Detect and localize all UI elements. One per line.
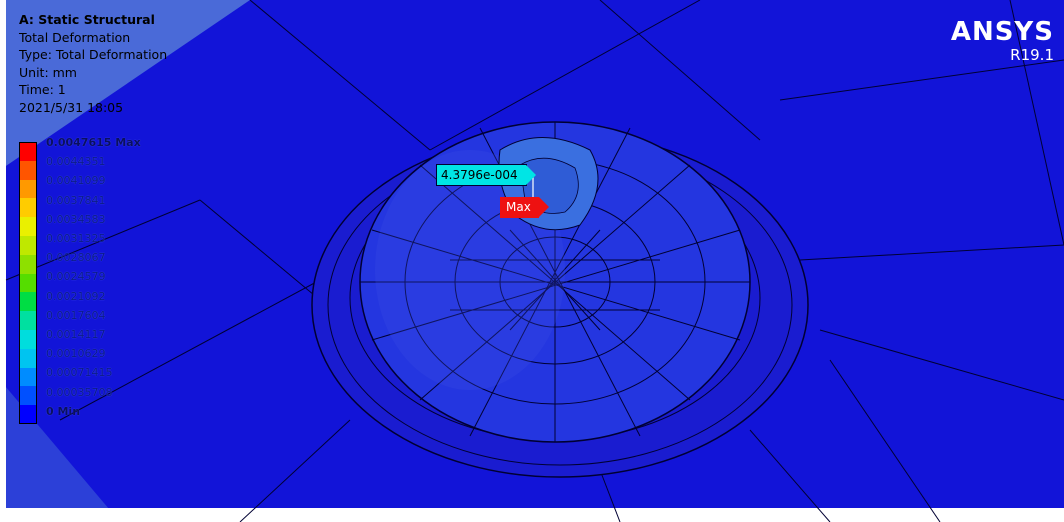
- brand-name: ANSYS: [950, 17, 1054, 47]
- result-info: A: Static Structural Total Deformation T…: [19, 11, 167, 116]
- legend-value-label: 0.0037841: [46, 193, 106, 207]
- color-legend[interactable]: 0.0047615 Max 0.0044351 0.0041099 0.0037841…: [19, 136, 169, 424]
- legend-swatch: [19, 254, 37, 274]
- legend-value-label: 0.0044351: [46, 155, 106, 169]
- legend-swatch: [19, 367, 37, 387]
- legend-swatch: [19, 292, 37, 312]
- bottom-border: [0, 508, 1064, 522]
- legend-value-label: 0.0034583: [46, 212, 106, 226]
- legend-value-label: 0.0021092: [46, 289, 106, 303]
- ansys-logo: ANSYS R19.1: [951, 18, 1054, 63]
- upper-left-edge: [0, 0, 250, 170]
- legend-value-label: 0.00071415: [46, 366, 113, 380]
- legend-value-label: 0.00035708: [46, 385, 113, 399]
- legend-swatch: [19, 160, 37, 180]
- result-name: Total Deformation: [19, 29, 131, 45]
- result-time: Time: 1: [19, 82, 66, 97]
- dome-mesh-lines: [360, 122, 750, 442]
- legend-swatch: [19, 348, 37, 368]
- legend-value-label: 0.0047615 Max: [46, 136, 141, 149]
- legend-swatch: [19, 273, 37, 293]
- legend-swatch: [19, 198, 37, 218]
- legend-value-label: 0.0017604: [46, 308, 106, 322]
- legend-value-label: 0.0031325: [46, 232, 106, 245]
- legend-swatch: [19, 386, 37, 406]
- result-type: Type: Total Deformation: [19, 47, 168, 62]
- legend-value-label: 0 Min: [46, 404, 81, 418]
- probe-label[interactable]: 4.3796e-004: [436, 164, 536, 186]
- legend-value-label: 0.0028067: [46, 251, 106, 265]
- legend-value-label: 0.0024579: [46, 270, 106, 284]
- left-border: [0, 0, 6, 522]
- legend-swatch: [19, 217, 37, 236]
- legend-swatch: [19, 142, 37, 161]
- legend-swatch: [19, 179, 37, 199]
- legend-swatch: [19, 236, 37, 255]
- legend-value-label: 0.0014117: [46, 328, 106, 341]
- version-label: R19.1: [1010, 46, 1054, 64]
- legend-value-label: 0.0041099: [46, 174, 106, 188]
- legend-swatch: [19, 405, 37, 424]
- legend-value-label: 0.0010629: [46, 347, 106, 361]
- plate-mesh-lines: [5, 0, 1064, 522]
- result-unit: Unit: mm: [19, 64, 77, 80]
- legend-swatch: [19, 330, 37, 349]
- analysis-title: A: Static Structural: [19, 12, 155, 27]
- max-flag[interactable]: Max: [500, 197, 549, 218]
- legend-swatch: [19, 311, 37, 330]
- result-date: 2021/5/31 18:05: [19, 99, 124, 115]
